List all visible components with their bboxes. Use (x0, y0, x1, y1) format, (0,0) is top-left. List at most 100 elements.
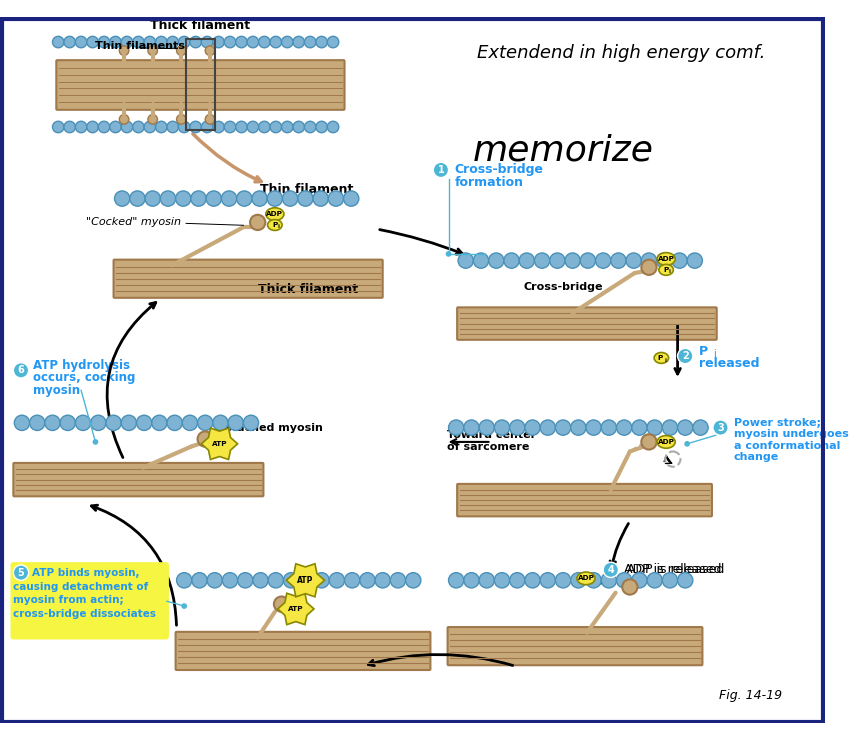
Circle shape (179, 36, 190, 48)
Circle shape (601, 573, 617, 588)
Circle shape (45, 415, 60, 431)
Text: ADP: ADP (658, 439, 675, 445)
Circle shape (464, 420, 479, 435)
Circle shape (601, 420, 617, 435)
Circle shape (29, 415, 45, 431)
FancyBboxPatch shape (457, 307, 717, 340)
Circle shape (87, 36, 98, 48)
Circle shape (327, 36, 339, 48)
Circle shape (617, 573, 632, 588)
Circle shape (206, 191, 221, 206)
FancyBboxPatch shape (56, 60, 345, 110)
Circle shape (258, 121, 270, 132)
Circle shape (345, 573, 359, 588)
Circle shape (677, 349, 693, 363)
Text: P: P (657, 355, 662, 361)
Circle shape (556, 573, 571, 588)
Circle shape (405, 573, 421, 588)
Circle shape (448, 573, 464, 588)
Text: P: P (664, 267, 669, 273)
Text: myosin: myosin (34, 384, 80, 397)
Circle shape (213, 415, 228, 431)
Text: 3: 3 (717, 423, 724, 433)
Circle shape (283, 573, 299, 588)
Circle shape (304, 121, 316, 132)
Circle shape (556, 420, 571, 435)
Circle shape (473, 253, 489, 268)
Circle shape (565, 253, 581, 268)
Circle shape (167, 415, 182, 431)
Circle shape (110, 36, 121, 48)
Circle shape (144, 36, 156, 48)
Circle shape (179, 121, 190, 132)
Circle shape (684, 441, 690, 447)
Circle shape (283, 191, 298, 206)
Ellipse shape (266, 208, 284, 221)
Circle shape (632, 573, 647, 588)
Circle shape (161, 191, 175, 206)
Circle shape (464, 573, 479, 588)
Circle shape (213, 121, 225, 132)
FancyBboxPatch shape (13, 463, 264, 497)
FancyBboxPatch shape (448, 627, 702, 665)
Circle shape (92, 439, 98, 445)
Circle shape (156, 121, 167, 132)
Circle shape (236, 121, 247, 132)
Circle shape (448, 420, 464, 435)
Circle shape (282, 36, 293, 48)
Circle shape (657, 253, 672, 268)
Polygon shape (286, 564, 325, 597)
Circle shape (641, 434, 657, 450)
Text: Thick filament: Thick filament (257, 283, 358, 296)
Circle shape (316, 36, 327, 48)
Text: causing detachment of: causing detachment of (13, 582, 149, 592)
Circle shape (391, 573, 405, 588)
Circle shape (571, 573, 586, 588)
Bar (186, 39, 215, 130)
Circle shape (622, 579, 638, 595)
Text: "Cocked" myosin: "Cocked" myosin (86, 218, 181, 227)
Circle shape (489, 253, 504, 268)
Text: Cross-bridge: Cross-bridge (454, 164, 543, 176)
Circle shape (672, 253, 687, 268)
Circle shape (221, 191, 237, 206)
Circle shape (253, 573, 268, 588)
Circle shape (152, 415, 167, 431)
Circle shape (677, 420, 693, 435)
Text: 1: 1 (437, 165, 444, 175)
Circle shape (359, 573, 375, 588)
Circle shape (268, 573, 283, 588)
Circle shape (167, 121, 179, 132)
Circle shape (121, 415, 137, 431)
Circle shape (119, 115, 129, 124)
Circle shape (713, 420, 728, 435)
Circle shape (236, 36, 247, 48)
Circle shape (328, 191, 344, 206)
Circle shape (237, 191, 252, 206)
Polygon shape (277, 593, 314, 625)
Circle shape (316, 121, 327, 132)
Text: occurs, cocking: occurs, cocking (34, 371, 136, 385)
Circle shape (314, 573, 329, 588)
Circle shape (494, 420, 510, 435)
Circle shape (270, 121, 282, 132)
Text: 2: 2 (682, 351, 689, 361)
Circle shape (244, 415, 258, 431)
Text: ADP: ADP (577, 576, 594, 582)
Circle shape (647, 573, 663, 588)
Circle shape (375, 573, 391, 588)
Circle shape (148, 115, 157, 124)
Circle shape (540, 420, 556, 435)
Circle shape (525, 573, 540, 588)
Circle shape (176, 115, 186, 124)
Circle shape (145, 191, 161, 206)
Circle shape (133, 36, 144, 48)
Circle shape (641, 260, 657, 275)
Circle shape (586, 573, 601, 588)
Circle shape (504, 253, 519, 268)
Circle shape (519, 253, 535, 268)
Circle shape (198, 431, 213, 447)
Circle shape (133, 121, 144, 132)
Text: myosin from actin;: myosin from actin; (13, 596, 124, 605)
Text: P: P (699, 345, 708, 357)
